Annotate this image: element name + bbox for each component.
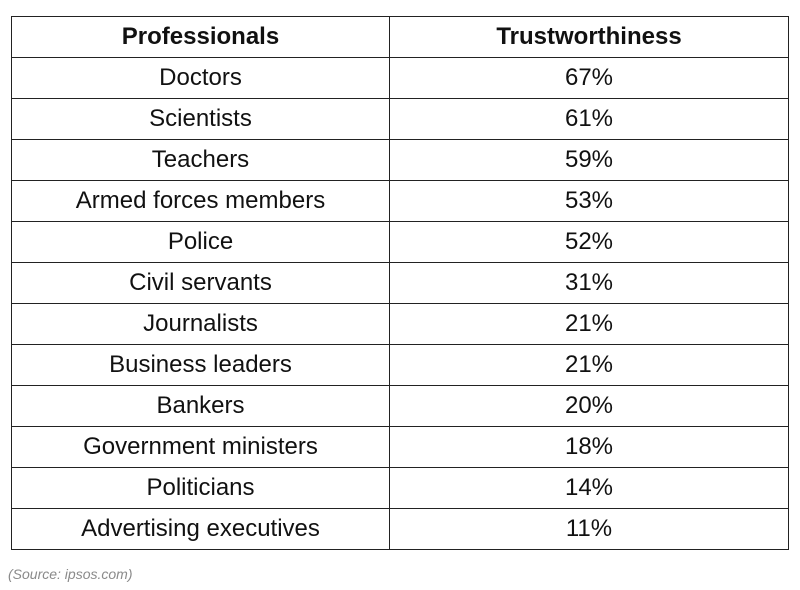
trust-value-cell: 14% — [389, 467, 789, 509]
column-header-trustworthiness: Trustworthiness — [389, 16, 789, 58]
trust-value-cell: 11% — [389, 508, 789, 550]
trust-value-cell: 67% — [389, 57, 789, 99]
profession-cell: Doctors — [11, 57, 390, 99]
table-row: Civil servants 31% — [11, 262, 789, 304]
trust-value-cell: 18% — [389, 426, 789, 468]
trust-value-cell: 20% — [389, 385, 789, 427]
trust-value-cell: 21% — [389, 303, 789, 345]
profession-cell: Bankers — [11, 385, 390, 427]
profession-cell: Armed forces members — [11, 180, 390, 222]
table-row: Armed forces members 53% — [11, 180, 789, 222]
profession-cell: Government ministers — [11, 426, 390, 468]
table-row: Scientists 61% — [11, 98, 789, 140]
source-note: (Source: ipsos.com) — [8, 566, 133, 582]
trust-value-cell: 53% — [389, 180, 789, 222]
profession-cell: Scientists — [11, 98, 390, 140]
table-row: Bankers 20% — [11, 385, 789, 427]
trust-table-container: Professionals Trustworthiness Doctors 67… — [11, 16, 789, 550]
profession-cell: Teachers — [11, 139, 390, 181]
table-row: Police 52% — [11, 221, 789, 263]
table-row: Government ministers 18% — [11, 426, 789, 468]
table-row: Advertising executives 11% — [11, 508, 789, 550]
table-row: Doctors 67% — [11, 57, 789, 99]
trust-table: Professionals Trustworthiness Doctors 67… — [11, 16, 789, 550]
table-row: Business leaders 21% — [11, 344, 789, 386]
table-row: Teachers 59% — [11, 139, 789, 181]
profession-cell: Advertising executives — [11, 508, 390, 550]
profession-cell: Journalists — [11, 303, 390, 345]
trust-value-cell: 59% — [389, 139, 789, 181]
profession-cell: Civil servants — [11, 262, 390, 304]
trust-value-cell: 31% — [389, 262, 789, 304]
trust-value-cell: 61% — [389, 98, 789, 140]
profession-cell: Police — [11, 221, 390, 263]
table-header-row: Professionals Trustworthiness — [11, 16, 789, 58]
column-header-professionals: Professionals — [11, 16, 390, 58]
trust-value-cell: 52% — [389, 221, 789, 263]
profession-cell: Business leaders — [11, 344, 390, 386]
trust-value-cell: 21% — [389, 344, 789, 386]
table-row: Politicians 14% — [11, 467, 789, 509]
profession-cell: Politicians — [11, 467, 390, 509]
table-row: Journalists 21% — [11, 303, 789, 345]
